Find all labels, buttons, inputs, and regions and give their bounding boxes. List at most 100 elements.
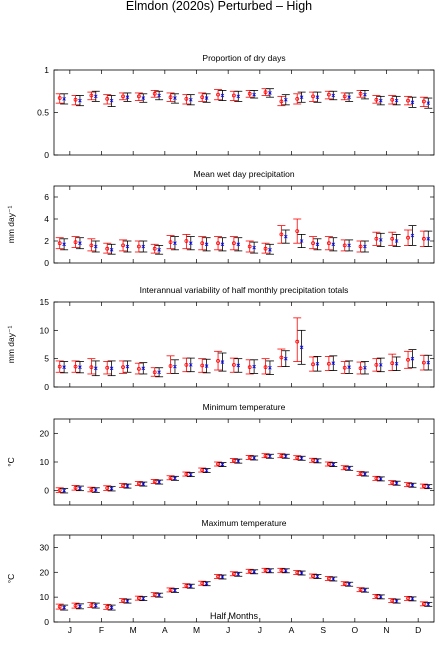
data-point (78, 365, 82, 369)
data-point (284, 234, 288, 239)
data-point (73, 240, 78, 245)
data-point (184, 583, 189, 588)
data-point (121, 94, 125, 99)
data-point (347, 582, 351, 587)
x-tick-label: A (162, 625, 168, 635)
data-point (152, 246, 157, 251)
data-point (109, 486, 114, 491)
data-point (78, 604, 82, 609)
data-point (121, 598, 125, 603)
data-point (311, 574, 315, 578)
data-point (94, 366, 98, 371)
data-point (263, 568, 268, 573)
data-point (331, 577, 336, 581)
data-point (89, 365, 94, 370)
data-point (342, 365, 347, 370)
data-point (105, 604, 110, 609)
y-tick-label: 0 (44, 258, 49, 268)
data-point (390, 480, 395, 485)
data-point (125, 95, 130, 99)
data-point (204, 96, 209, 100)
data-point (121, 483, 125, 488)
data-point (374, 362, 379, 367)
data-point (279, 232, 284, 237)
data-point (279, 453, 284, 458)
data-point (410, 356, 415, 361)
data-point (374, 476, 379, 481)
data-point (315, 242, 320, 247)
data-point (342, 465, 347, 470)
data-point (189, 584, 193, 588)
data-point (421, 236, 426, 241)
data-point (204, 242, 209, 247)
data-point (410, 597, 415, 601)
data-point (247, 569, 252, 574)
data-point (184, 472, 189, 476)
data-point (299, 456, 304, 461)
y-tick-label: 10 (40, 457, 50, 467)
data-point (57, 604, 62, 609)
data-point (236, 459, 241, 463)
data-point (109, 605, 114, 610)
y-axis-label: mm day⁻¹ (6, 206, 16, 244)
data-point (379, 363, 383, 367)
data-point (252, 570, 256, 574)
data-point (173, 588, 177, 593)
data-point (358, 244, 363, 249)
panel-title: Maximum temperature (201, 518, 286, 528)
data-point (168, 364, 173, 368)
data-point (311, 458, 315, 463)
data-point (268, 454, 272, 459)
data-point (231, 458, 236, 463)
data-point (406, 235, 410, 240)
data-point (363, 472, 367, 476)
panel-title: Minimum temperature (203, 402, 286, 412)
y-tick-label: 6 (44, 192, 49, 202)
data-point (78, 486, 82, 491)
data-point (347, 95, 351, 99)
data-point (189, 97, 193, 102)
data-point (200, 468, 205, 472)
data-point (363, 244, 367, 249)
data-point (220, 360, 225, 364)
data-point (141, 596, 146, 601)
data-point (136, 244, 141, 249)
data-point (315, 361, 320, 366)
data-point (216, 462, 220, 466)
data-point (295, 339, 300, 344)
data-point (268, 91, 272, 95)
data-point (394, 239, 399, 243)
data-point (295, 97, 300, 101)
data-point (426, 484, 431, 489)
data-point (374, 236, 379, 241)
data-point (168, 240, 173, 245)
axes-frame (53, 69, 435, 156)
axes-frame (53, 418, 435, 506)
data-point (347, 466, 351, 471)
x-tick-label: A (289, 625, 295, 635)
data-point (57, 488, 62, 492)
data-point (394, 361, 399, 366)
y-axis-label: °C (6, 457, 16, 467)
data-point (421, 99, 426, 104)
data-point (406, 98, 410, 103)
data-point (125, 364, 130, 369)
data-point (315, 459, 320, 463)
data-point (284, 97, 288, 102)
x-tick-label: O (352, 625, 359, 635)
data-point (284, 454, 288, 459)
x-axis-label: Half Months (210, 611, 259, 621)
data-point (78, 241, 82, 245)
data-point (363, 92, 367, 97)
data-point (57, 364, 62, 369)
data-point (136, 366, 141, 371)
data-point (247, 455, 252, 460)
data-point (390, 97, 395, 102)
data-point (331, 242, 336, 247)
data-point (421, 360, 426, 365)
data-point (62, 97, 66, 101)
y-tick-label: 15 (40, 297, 50, 307)
y-tick-label: 2 (44, 236, 49, 246)
data-point (331, 462, 336, 467)
data-point (204, 364, 209, 368)
